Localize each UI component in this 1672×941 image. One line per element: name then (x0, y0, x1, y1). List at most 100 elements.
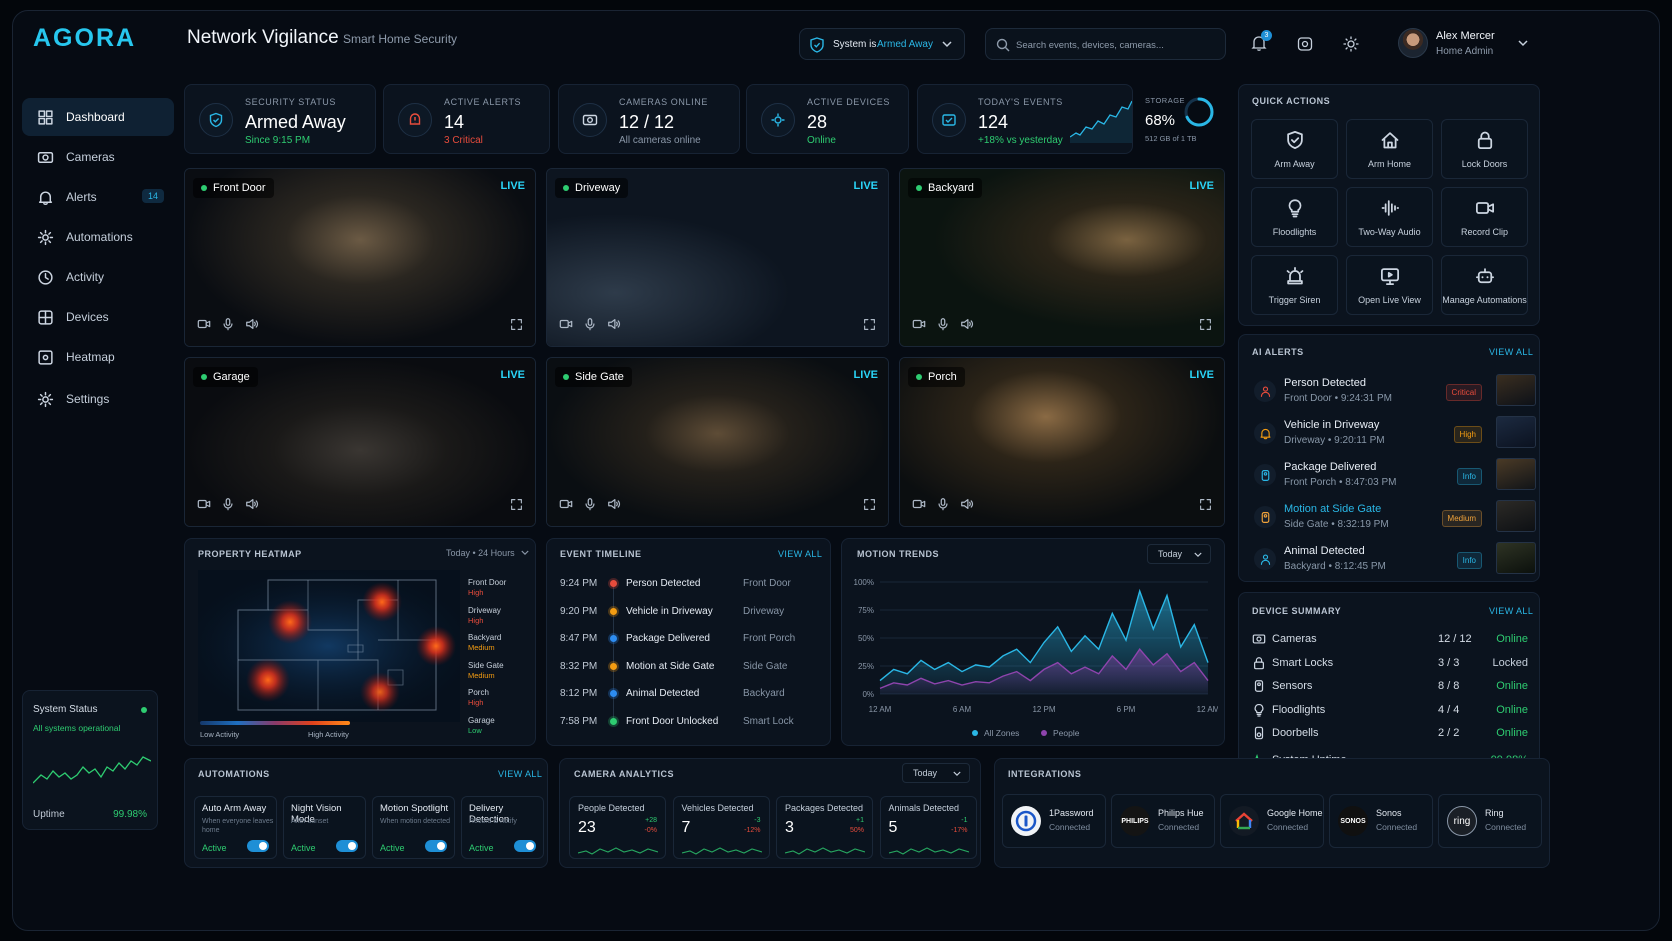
camera-feed-backyard[interactable]: Backyard LIVE (899, 168, 1225, 347)
automation-card-auto-arm-away[interactable]: Auto Arm Away When everyone leaves home Ac… (194, 796, 277, 859)
ai-alert-item[interactable]: Motion at Side Gate Side Gate • 8:32:19 P… (1250, 498, 1540, 540)
timeline-item[interactable]: 8:47 PM Package Delivered Front Porch (560, 629, 820, 651)
system-status-dropdown[interactable]: System is Armed Away (799, 28, 965, 60)
camera-feed-side-gate[interactable]: Side Gate LIVE (546, 357, 889, 527)
stat-card-active-alerts[interactable]: ACTIVE ALERTS 14 3 Critical (383, 84, 550, 154)
stat-card-security-status[interactable]: SECURITY STATUS Armed Away Since 9:15 PM (184, 84, 376, 154)
integration-google-home[interactable]: Google Home Connected (1220, 794, 1324, 848)
timeline-item[interactable]: 8:32 PM Motion at Side Gate Side Gate (560, 657, 820, 679)
video-ctrl-button[interactable] (197, 317, 211, 336)
fullscreen-button[interactable] (510, 318, 523, 336)
heatmap-range-dropdown[interactable]: Today • 24 Hours (446, 548, 529, 558)
quick-action-arm-home[interactable]: Arm Home (1346, 119, 1433, 179)
fullscreen-button[interactable] (1199, 498, 1212, 516)
analytics-card-animals-detected[interactable]: Animals Detected 5 -1 -17% (879, 796, 977, 859)
quick-action-open-live-view[interactable]: Open Live View (1346, 255, 1433, 315)
ai-alert-item[interactable]: Person Detected Front Door • 9:24:31 PM Cr… (1250, 372, 1540, 414)
device-row-smart-locks[interactable]: Smart Locks 3 / 3 Locked (1252, 654, 1528, 674)
ai-alerts-view-all[interactable]: VIEW ALL (1489, 347, 1534, 357)
sidebar-item-dashboard[interactable]: Dashboard (22, 98, 174, 136)
analytics-card-people-detected[interactable]: People Detected 23 +28 -0% (569, 796, 666, 859)
speaker-button[interactable] (607, 317, 621, 336)
alert-thumbnail[interactable] (1496, 542, 1536, 574)
motion-range-dropdown[interactable]: Today (1147, 544, 1211, 564)
sidebar-item-automations[interactable]: Automations (22, 218, 174, 256)
device-row-doorbells[interactable]: Doorbells 2 / 2 Online (1252, 724, 1528, 744)
speaker-button[interactable] (607, 497, 621, 516)
quick-action-floodlights[interactable]: Floodlights (1251, 187, 1338, 247)
sidebar-item-cameras[interactable]: Cameras (22, 138, 174, 176)
camera-feed-front-door[interactable]: Front Door LIVE (184, 168, 536, 347)
device-row-cameras[interactable]: Cameras 12 / 12 Online (1252, 630, 1528, 650)
ai-alert-item[interactable]: Package Delivered Front Porch • 8:47:03 P… (1250, 456, 1540, 498)
mic-button[interactable] (221, 317, 235, 336)
fullscreen-button[interactable] (863, 498, 876, 516)
ai-alert-item[interactable]: Vehicle in Driveway Driveway • 9:20:11 PM… (1250, 414, 1540, 456)
app-logo[interactable]: AGORA (33, 24, 137, 52)
stat-card-active-devices[interactable]: ACTIVE DEVICES 28 Online (746, 84, 909, 154)
video-ctrl-button[interactable] (912, 497, 926, 516)
quick-action-manage-automations[interactable]: Manage Automations (1441, 255, 1528, 315)
automation-card-night-vision-mode[interactable]: Night Vision Mode After sunset Active (283, 796, 366, 859)
sidebar-item-devices[interactable]: Devices (22, 298, 174, 336)
video-ctrl-button[interactable] (559, 317, 573, 336)
timeline-view-all[interactable]: VIEW ALL (778, 549, 823, 559)
speaker-button[interactable] (960, 317, 974, 336)
fullscreen-button[interactable] (863, 318, 876, 336)
analytics-card-packages-detected[interactable]: Packages Detected 3 +1 50% (776, 796, 873, 859)
speaker-button[interactable] (245, 317, 259, 336)
stat-card-today-s-events[interactable]: TODAY'S EVENTS 124 +18% vs yesterday (917, 84, 1133, 154)
timeline-item[interactable]: 8:12 PM Animal Detected Backyard (560, 684, 820, 706)
speaker-button[interactable] (245, 497, 259, 516)
timeline-item[interactable]: 9:24 PM Person Detected Front Door (560, 574, 820, 596)
automation-toggle[interactable] (336, 840, 358, 852)
gear-icon[interactable] (1342, 35, 1360, 53)
video-ctrl-button[interactable] (912, 317, 926, 336)
camera-feed-driveway[interactable]: Driveway LIVE (546, 168, 889, 347)
mic-button[interactable] (221, 497, 235, 516)
sidebar-item-alerts[interactable]: Alerts 14 (22, 178, 174, 216)
mic-button[interactable] (936, 317, 950, 336)
timeline-item[interactable]: 9:20 PM Vehicle in Driveway Driveway (560, 602, 820, 624)
analytics-card-vehicles-detected[interactable]: Vehicles Detected 7 -3 -12% (672, 796, 770, 859)
notifications-button[interactable]: 3 (1250, 30, 1272, 54)
device-row-floodlights[interactable]: Floodlights 4 / 4 Online (1252, 701, 1528, 721)
user-menu[interactable]: Alex Mercer Home Admin (1396, 26, 1536, 62)
quick-action-two-way-audio[interactable]: Two-Way Audio (1346, 187, 1433, 247)
quick-action-arm-away[interactable]: Arm Away (1251, 119, 1338, 179)
alert-thumbnail[interactable] (1496, 458, 1536, 490)
timeline-item[interactable]: 7:58 PM Front Door Unlocked Smart Lock (560, 712, 820, 734)
automation-toggle[interactable] (514, 840, 536, 852)
automation-toggle[interactable] (247, 840, 269, 852)
search-box[interactable] (985, 28, 1226, 60)
mic-button[interactable] (936, 497, 950, 516)
fullscreen-button[interactable] (1199, 318, 1212, 336)
devices-settings-icon[interactable] (1296, 35, 1314, 53)
video-ctrl-button[interactable] (559, 497, 573, 516)
integration-sonos[interactable]: SONOS Sonos Connected (1329, 794, 1433, 848)
automation-toggle[interactable] (425, 840, 447, 852)
video-ctrl-button[interactable] (197, 497, 211, 516)
device-summary-view-all[interactable]: VIEW ALL (1489, 606, 1534, 616)
sidebar-item-activity[interactable]: Activity (22, 258, 174, 296)
ai-alert-item[interactable]: Animal Detected Backyard • 8:12:45 PM Info (1250, 540, 1540, 582)
automation-card-delivery-detection[interactable]: Delivery Detection Record & notify Active (461, 796, 544, 859)
quick-action-record-clip[interactable]: Record Clip (1441, 187, 1528, 247)
fullscreen-button[interactable] (510, 498, 523, 516)
alert-thumbnail[interactable] (1496, 500, 1536, 532)
quick-action-trigger-siren[interactable]: Trigger Siren (1251, 255, 1338, 315)
sidebar-item-heatmap[interactable]: Heatmap (22, 338, 174, 376)
automations-view-all[interactable]: VIEW ALL (498, 769, 543, 779)
camera-feed-porch[interactable]: Porch LIVE (899, 357, 1225, 527)
integration-ring[interactable]: ring Ring Connected (1438, 794, 1542, 848)
device-row-sensors[interactable]: Sensors 8 / 8 Online (1252, 677, 1528, 697)
integration-philips-hue[interactable]: PHILIPS Philips Hue Connected (1111, 794, 1215, 848)
alert-thumbnail[interactable] (1496, 374, 1536, 406)
analytics-range-dropdown[interactable]: Today (902, 763, 970, 783)
search-input[interactable] (1016, 36, 1216, 54)
stat-card-cameras-online[interactable]: CAMERAS ONLINE 12 / 12 All cameras online (558, 84, 740, 154)
integration-1password[interactable]: 1Password Connected (1002, 794, 1106, 848)
automation-card-motion-spotlight[interactable]: Motion Spotlight When motion detected Acti… (372, 796, 455, 859)
mic-button[interactable] (583, 497, 597, 516)
sidebar-item-settings[interactable]: Settings (22, 380, 174, 418)
